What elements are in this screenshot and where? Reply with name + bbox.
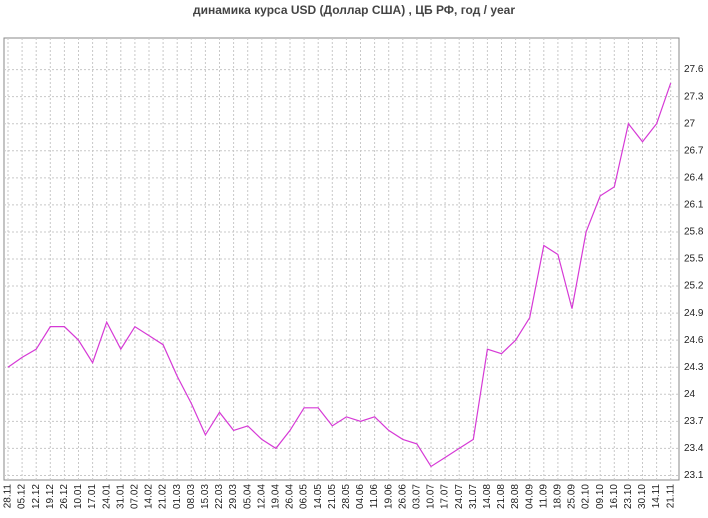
x-tick-label: 11.09 (538, 484, 549, 509)
x-tick-label: 14.11 (651, 484, 662, 509)
y-tick-label: 24.9 (684, 308, 704, 319)
y-tick-label: 25.5 (684, 254, 704, 265)
y-tick-label: 24.6 (684, 335, 704, 346)
chart-title: динамика курса USD (Доллар США) , ЦБ РФ,… (193, 3, 515, 17)
x-tick-label: 21.08 (496, 484, 507, 509)
y-tick-label: 27.3 (684, 91, 704, 102)
x-tick-label: 14.02 (144, 484, 155, 509)
y-tick-label: 25.8 (684, 227, 704, 238)
y-tick-label: 23.7 (684, 416, 704, 427)
x-tick-label: 07.02 (130, 484, 141, 509)
y-tick-label: 27.6 (684, 64, 704, 75)
x-tick-label: 19.06 (383, 484, 394, 509)
x-tick-label: 10.07 (426, 484, 437, 509)
x-tick-label: 04.09 (524, 484, 535, 509)
x-tick-label: 17.01 (87, 484, 98, 509)
x-tick-label: 28.11 (3, 484, 14, 509)
x-tick-label: 26.06 (397, 484, 408, 509)
x-tick-label: 14.08 (482, 484, 493, 509)
x-tick-label: 05.04 (242, 484, 253, 509)
x-tick-label: 31.01 (115, 484, 126, 509)
x-tick-label: 21.05 (327, 484, 338, 509)
x-tick-label: 03.07 (412, 484, 423, 509)
x-tick-label: 02.10 (581, 484, 592, 509)
x-tick-label: 26.12 (59, 484, 70, 509)
x-tick-label: 05.12 (17, 484, 28, 509)
x-tick-label: 17.07 (440, 484, 451, 509)
x-tick-label: 04.06 (355, 484, 366, 509)
y-tick-label: 24 (684, 389, 696, 400)
x-tick-label: 28.08 (510, 484, 521, 509)
x-tick-label: 28.05 (341, 484, 352, 509)
x-tick-label: 30.10 (637, 484, 648, 509)
x-tick-label: 15.03 (200, 484, 211, 509)
y-tick-label: 26.1 (684, 200, 704, 211)
x-tick-label: 09.10 (595, 484, 606, 509)
x-tick-label: 22.03 (214, 484, 225, 509)
y-tick-label: 25.2 (684, 281, 704, 292)
x-tick-label: 21.02 (158, 484, 169, 509)
x-tick-label: 16.10 (609, 484, 620, 509)
y-tick-label: 27 (684, 118, 696, 129)
x-tick-label: 19.12 (45, 484, 56, 509)
x-tick-label: 11.06 (369, 484, 380, 509)
x-tick-label: 01.03 (172, 484, 183, 509)
x-tick-label: 24.01 (101, 484, 112, 509)
x-tick-label: 18.09 (553, 484, 564, 509)
y-tick-label: 23.1 (684, 470, 704, 481)
y-tick-label: 26.7 (684, 145, 704, 156)
x-tick-label: 23.10 (623, 484, 634, 509)
x-tick-label: 31.07 (468, 484, 479, 509)
x-tick-label: 29.03 (228, 484, 239, 509)
y-tick-label: 23.4 (684, 443, 704, 454)
y-tick-label: 24.3 (684, 362, 704, 373)
x-tick-label: 19.04 (271, 484, 282, 509)
x-tick-label: 25.09 (567, 484, 578, 509)
x-tick-label: 06.05 (299, 484, 310, 509)
x-tick-label: 12.04 (256, 484, 267, 509)
x-tick-label: 26.04 (285, 484, 296, 509)
x-tick-label: 21.11 (665, 484, 676, 509)
x-tick-label: 10.01 (73, 484, 84, 509)
x-tick-label: 12.12 (31, 484, 42, 509)
x-tick-label: 14.05 (313, 484, 324, 509)
line (7, 82, 672, 468)
y-tick-label: 26.4 (684, 172, 704, 183)
x-tick-label: 24.07 (454, 484, 465, 509)
x-tick-label: 08.03 (186, 484, 197, 509)
